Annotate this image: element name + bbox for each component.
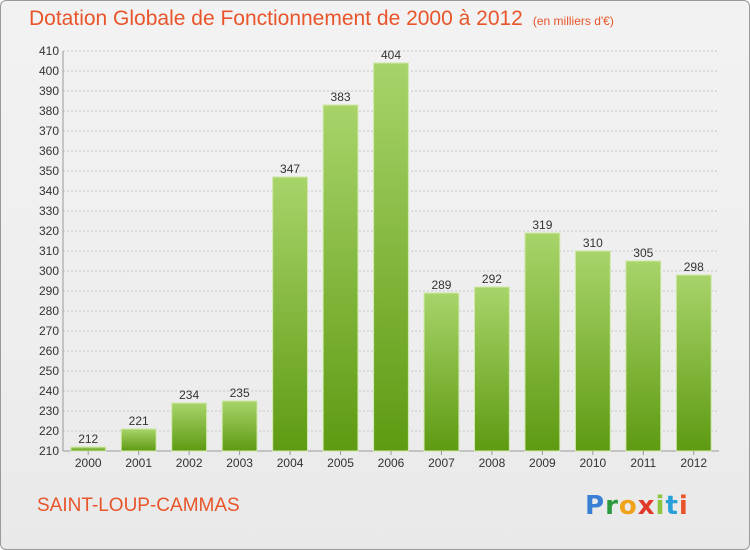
bar-value-label: 298 (684, 260, 704, 274)
x-tick-label: 2009 (529, 456, 556, 470)
x-tick-label: 2007 (428, 456, 455, 470)
bar-2003 (221, 400, 258, 452)
bar-value-label: 319 (532, 218, 552, 232)
bar-2006 (373, 62, 409, 452)
bar-value-label: 235 (230, 386, 250, 400)
commune-name: SAINT-LOUP-CAMMAS (37, 495, 240, 516)
x-tick-label: 2003 (226, 456, 253, 470)
y-tick-label: 380 (39, 104, 59, 118)
y-tick-label: 250 (39, 364, 59, 378)
y-axis-ticks: 210 220 230 240 250 260 270 280 290 300 310 320 330 3… (39, 44, 59, 458)
logo-letter: o (618, 491, 638, 521)
x-tick-label: 2010 (579, 456, 606, 470)
y-tick-label: 400 (39, 64, 59, 78)
bar-2001 (120, 428, 157, 452)
bar-value-label: 212 (78, 432, 98, 446)
bar-value-labels: 212 221 234 235 347 383 404 289 292 319 310 305 298 (78, 48, 704, 446)
x-tick-label: 2006 (378, 456, 405, 470)
bar-2012 (675, 274, 712, 452)
logo-letter: i (655, 491, 666, 521)
y-tick-label: 360 (39, 144, 59, 158)
x-tick-label: 2011 (630, 456, 656, 470)
bar-value-label: 383 (331, 90, 351, 104)
x-tick-label: 2008 (479, 456, 506, 470)
bar-value-label: 289 (431, 278, 451, 292)
bar-2002 (171, 402, 208, 452)
x-tick-label: 2001 (125, 456, 152, 470)
logo-letter: r (605, 491, 619, 521)
y-tick-label: 340 (39, 184, 59, 198)
bar-2000 (70, 446, 107, 452)
y-tick-label: 290 (39, 284, 59, 298)
bar-2007 (423, 292, 460, 452)
x-tick-label: 2012 (680, 456, 707, 470)
y-tick-label: 270 (39, 324, 59, 338)
bars (70, 62, 712, 452)
x-tick-label: 2004 (277, 456, 304, 470)
y-tick-label: 350 (39, 164, 59, 178)
bar-2005 (322, 104, 359, 452)
bar-value-label: 234 (179, 388, 199, 402)
y-tick-label: 280 (39, 304, 59, 318)
bar-value-label: 305 (633, 246, 653, 260)
y-tick-label: 220 (39, 424, 59, 438)
bar-2011 (625, 260, 662, 452)
bar-value-label: 347 (280, 162, 300, 176)
y-tick-label: 240 (39, 384, 59, 398)
y-tick-label: 330 (39, 204, 59, 218)
y-tick-label: 320 (39, 224, 59, 238)
bar-value-label: 404 (381, 48, 401, 62)
bar-value-label: 221 (129, 414, 149, 428)
y-tick-label: 410 (39, 44, 59, 58)
bar-2008 (474, 286, 510, 452)
bar-2004 (272, 176, 308, 452)
y-tick-label: 370 (39, 124, 59, 138)
logo-letter: t (665, 491, 679, 521)
bar-2010 (574, 250, 611, 452)
x-tick-label: 2005 (327, 456, 354, 470)
logo-letter: x (637, 491, 656, 521)
logo-letter: i (678, 491, 689, 521)
bar-value-label: 310 (583, 236, 603, 250)
y-tick-label: 230 (39, 404, 59, 418)
proxiti-logo: Proxiti (585, 491, 689, 521)
x-tick-label: 2002 (176, 456, 203, 470)
x-axis-ticks: 2000 2001 2002 2003 2004 2005 2006 2007 2008 2009… (75, 451, 707, 470)
bar-value-label: 292 (482, 272, 502, 286)
x-tick-label: 2000 (75, 456, 102, 470)
chart-title: Dotation Globale de Fonctionnement de 20… (29, 7, 614, 31)
chart-title-text: Dotation Globale de Fonctionnement de 20… (29, 7, 523, 30)
logo-letter: P (585, 491, 606, 521)
chart-unit-label: (en milliers d'€) (532, 14, 614, 28)
y-tick-label: 260 (39, 344, 59, 358)
bar-2009 (524, 232, 561, 452)
y-tick-label: 310 (39, 244, 59, 258)
y-tick-label: 300 (39, 264, 59, 278)
y-tick-label: 210 (39, 444, 59, 458)
y-tick-label: 390 (39, 84, 59, 98)
